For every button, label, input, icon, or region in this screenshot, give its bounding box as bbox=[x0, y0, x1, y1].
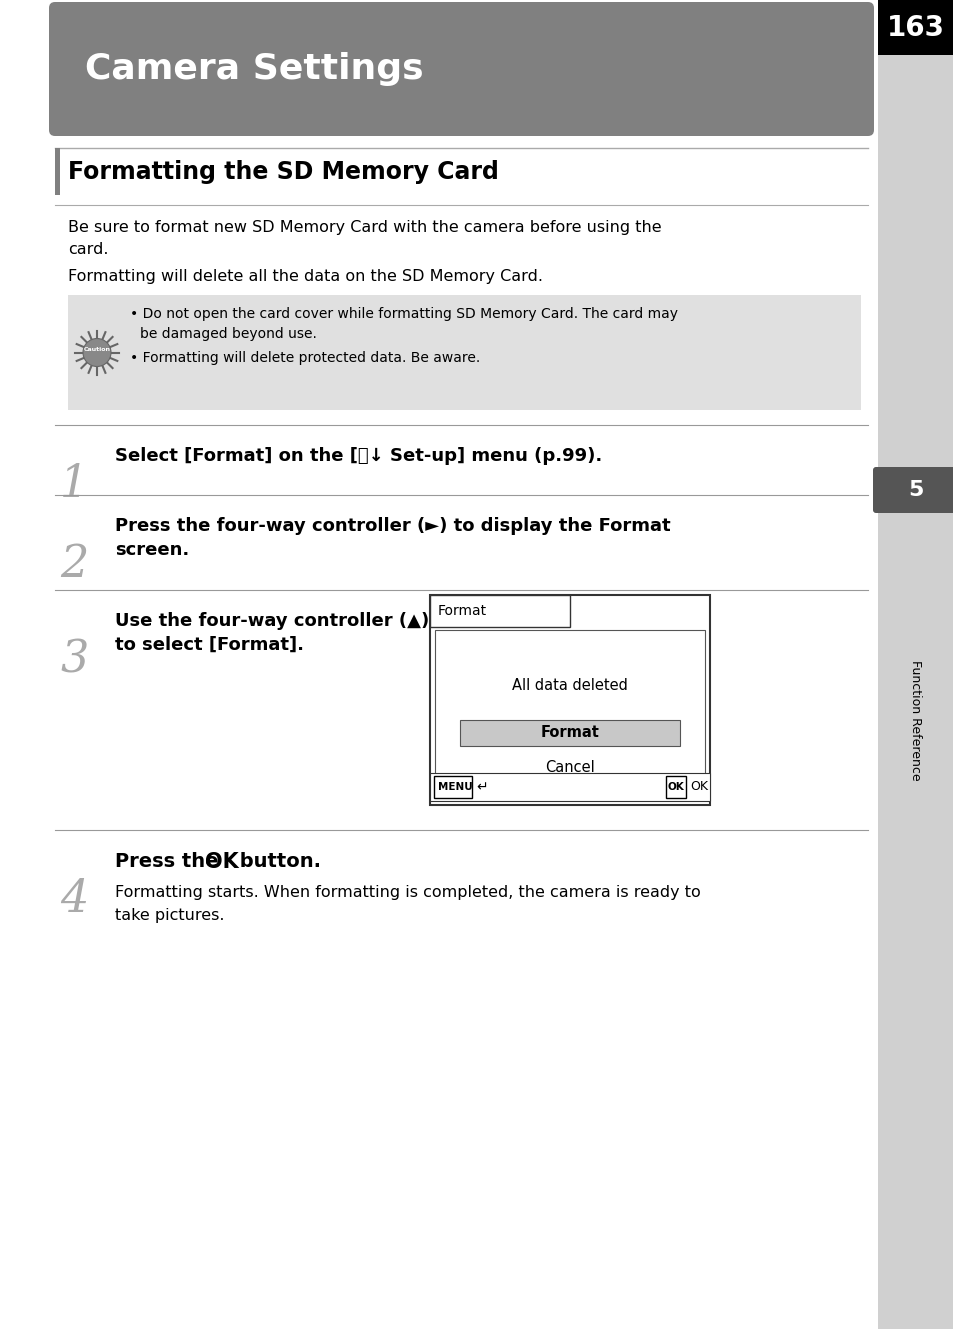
Text: button.: button. bbox=[233, 852, 320, 870]
Text: Formatting the SD Memory Card: Formatting the SD Memory Card bbox=[68, 159, 498, 183]
Bar bbox=[430, 595, 569, 627]
Text: card.: card. bbox=[68, 242, 109, 256]
Bar bbox=[430, 595, 709, 805]
Text: Format: Format bbox=[540, 726, 598, 740]
Text: 3: 3 bbox=[60, 638, 89, 682]
Text: Format: Format bbox=[437, 603, 487, 618]
Text: ↵: ↵ bbox=[476, 780, 487, 793]
Text: OK: OK bbox=[689, 780, 707, 793]
Text: screen.: screen. bbox=[115, 541, 189, 560]
Text: Cancel: Cancel bbox=[544, 760, 595, 775]
Text: MENU: MENU bbox=[437, 781, 473, 792]
Bar bbox=[68, 295, 861, 411]
Text: Camera Settings: Camera Settings bbox=[85, 52, 423, 86]
Text: be damaged beyond use.: be damaged beyond use. bbox=[140, 327, 316, 342]
Text: 4: 4 bbox=[60, 878, 89, 921]
FancyBboxPatch shape bbox=[872, 466, 953, 513]
Text: • Do not open the card cover while formatting SD Memory Card. The card may: • Do not open the card cover while forma… bbox=[130, 307, 678, 322]
Text: All data deleted: All data deleted bbox=[512, 678, 627, 692]
Text: Formatting starts. When formatting is completed, the camera is ready to: Formatting starts. When formatting is co… bbox=[115, 885, 700, 900]
Text: OK: OK bbox=[667, 781, 683, 792]
Text: Select [Format] on the [五↓ Set-up] menu (p.99).: Select [Format] on the [五↓ Set-up] menu … bbox=[115, 447, 601, 465]
Text: 163: 163 bbox=[886, 13, 944, 41]
Text: • Formatting will delete protected data. Be aware.: • Formatting will delete protected data.… bbox=[130, 351, 479, 365]
Text: 1: 1 bbox=[60, 462, 89, 506]
Text: Be sure to format new SD Memory Card with the camera before using the: Be sure to format new SD Memory Card wit… bbox=[68, 221, 661, 235]
Bar bbox=[430, 773, 709, 801]
Bar bbox=[877, 0, 953, 54]
FancyBboxPatch shape bbox=[49, 3, 873, 136]
Text: to select [Format].: to select [Format]. bbox=[115, 637, 304, 654]
Text: Use the four-way controller (▲): Use the four-way controller (▲) bbox=[115, 611, 429, 630]
Bar bbox=[459, 720, 679, 746]
Text: OK: OK bbox=[205, 852, 238, 872]
Bar bbox=[434, 776, 472, 797]
Text: Function Reference: Function Reference bbox=[908, 659, 922, 780]
Circle shape bbox=[83, 339, 111, 367]
Bar bbox=[665, 776, 685, 797]
Text: take pictures.: take pictures. bbox=[115, 908, 224, 924]
Bar bbox=[877, 0, 953, 1329]
Text: 5: 5 bbox=[907, 480, 923, 500]
Bar bbox=[55, 148, 60, 195]
Bar bbox=[435, 630, 704, 775]
Text: 2: 2 bbox=[60, 544, 89, 586]
Text: Formatting will delete all the data on the SD Memory Card.: Formatting will delete all the data on t… bbox=[68, 268, 542, 284]
Text: Caution: Caution bbox=[84, 347, 111, 352]
Text: Press the four-way controller (►) to display the Format: Press the four-way controller (►) to dis… bbox=[115, 517, 670, 536]
Text: Press the: Press the bbox=[115, 852, 225, 870]
